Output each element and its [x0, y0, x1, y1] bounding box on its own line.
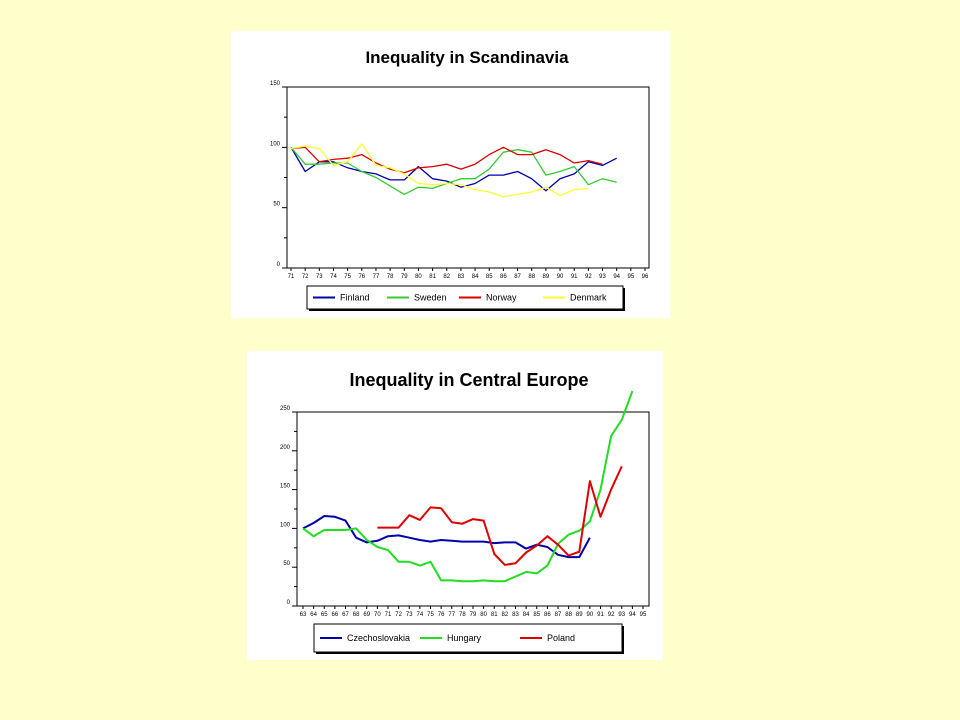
x-tick-label: 83: [512, 612, 519, 618]
x-tick-label: 90: [587, 612, 594, 618]
x-tick-label: 73: [316, 274, 323, 280]
x-tick-label: 92: [608, 612, 615, 618]
x-tick-label: 64: [310, 612, 317, 618]
x-tick-label: 93: [618, 612, 625, 618]
x-tick-label: 90: [557, 274, 564, 280]
x-tick-label: 78: [459, 612, 466, 618]
x-tick-label: 79: [401, 274, 408, 280]
x-tick-label: 79: [470, 612, 477, 618]
x-tick-label: 95: [627, 274, 634, 280]
x-tick-label: 68: [353, 612, 360, 618]
y-tick-label: 50: [273, 202, 280, 208]
x-tick-label: 83: [458, 274, 465, 280]
chart-title: Inequality in Central Europe: [349, 370, 588, 390]
x-tick-label: 74: [330, 274, 337, 280]
x-tick-label: 94: [613, 274, 620, 280]
legend-label-finland: Finland: [340, 293, 370, 303]
x-tick-label: 91: [571, 274, 578, 280]
x-tick-label: 77: [373, 274, 380, 280]
x-tick-label: 81: [429, 274, 436, 280]
y-tick-label: 250: [280, 406, 291, 412]
series-line-hungary: [302, 390, 634, 583]
x-tick-label: 87: [555, 612, 562, 618]
x-tick-label: 63: [300, 612, 307, 618]
x-tick-label: 70: [374, 612, 381, 618]
x-tick-label: 74: [417, 612, 424, 618]
x-tick-label: 72: [302, 274, 309, 280]
x-tick-label: 85: [533, 612, 540, 618]
x-tick-label: 76: [438, 612, 445, 618]
x-tick-label: 89: [543, 274, 550, 280]
x-tick-label: 76: [358, 274, 365, 280]
legend: Czechoslovakia Hungary Poland: [313, 623, 624, 654]
x-tick-label: 88: [565, 612, 572, 618]
x-tick-label: 91: [597, 612, 604, 618]
legend-label-hungary: Hungary: [447, 633, 482, 643]
x-tick-label: 92: [585, 274, 592, 280]
chart-central-europe: Inequality in Central Europe 0 50 100 150 200…: [280, 370, 650, 654]
x-tick-label: 81: [491, 612, 498, 618]
y-tick-label: 0: [287, 600, 291, 606]
x-tick-label: 71: [288, 274, 295, 280]
series-line-norway: [290, 146, 603, 174]
x-tick-label: 71: [385, 612, 392, 618]
chart-title: Inequality in Scandinavia: [365, 48, 569, 67]
x-tick-label: 80: [480, 612, 487, 618]
legend-label-poland: Poland: [547, 633, 575, 643]
legend-label-czechoslovakia: Czechoslovakia: [347, 633, 410, 643]
x-tick-label: 77: [448, 612, 455, 618]
series-line-denmark: [290, 143, 589, 198]
legend-label-denmark: Denmark: [570, 293, 607, 303]
legend-label-norway: Norway: [486, 293, 517, 303]
x-tick-label: 86: [544, 612, 551, 618]
x-tick-label: 95: [640, 612, 647, 618]
x-tick-label: 82: [443, 274, 450, 280]
chart-scandinavia: Inequality in Scandinavia 0 50 100 150 71 72 73…: [270, 48, 650, 311]
x-tick-label: 75: [427, 612, 434, 618]
x-tick-label: 89: [576, 612, 583, 618]
series-line-poland: [377, 465, 623, 566]
x-tick-label: 69: [363, 612, 370, 618]
x-tick-label: 84: [523, 612, 530, 618]
x-tick-label: 86: [500, 274, 507, 280]
x-tick-label: 84: [472, 274, 479, 280]
y-tick-label: 100: [280, 522, 291, 528]
legend-box: [313, 623, 623, 653]
y-tick-label: 0: [277, 262, 281, 268]
chart-panel-central-europe: Inequality in Central Europe 0 50 100 150 200…: [247, 351, 663, 660]
y-tick-label: 150: [280, 484, 291, 490]
x-tick-label: 94: [629, 612, 636, 618]
x-tick-label: 85: [486, 274, 493, 280]
legend-label-sweden: Sweden: [414, 293, 447, 303]
x-tick-label: 96: [642, 274, 649, 280]
plot-area: [286, 86, 650, 269]
y-tick-label: 50: [283, 561, 290, 567]
x-tick-label: 65: [321, 612, 328, 618]
x-tick-label: 88: [528, 274, 535, 280]
x-tick-label: 72: [395, 612, 402, 618]
y-tick-label: 200: [280, 445, 291, 451]
x-tick-label: 75: [344, 274, 351, 280]
y-tick-label: 100: [270, 141, 281, 147]
legend: Finland Sweden Norway Denmark: [306, 285, 625, 311]
x-tick-label: 82: [502, 612, 509, 618]
y-tick-label: 150: [270, 81, 281, 87]
chart-panel-scandinavia: Inequality in Scandinavia 0 50 100 150 71 72 73…: [231, 31, 670, 318]
plot-area: [296, 411, 650, 607]
x-tick-label: 93: [599, 274, 606, 280]
x-tick-label: 73: [406, 612, 413, 618]
x-tick-label: 87: [514, 274, 521, 280]
x-tick-label: 80: [415, 274, 422, 280]
x-tick-label: 78: [387, 274, 394, 280]
x-tick-label: 67: [342, 612, 349, 618]
x-tick-label: 66: [332, 612, 339, 618]
